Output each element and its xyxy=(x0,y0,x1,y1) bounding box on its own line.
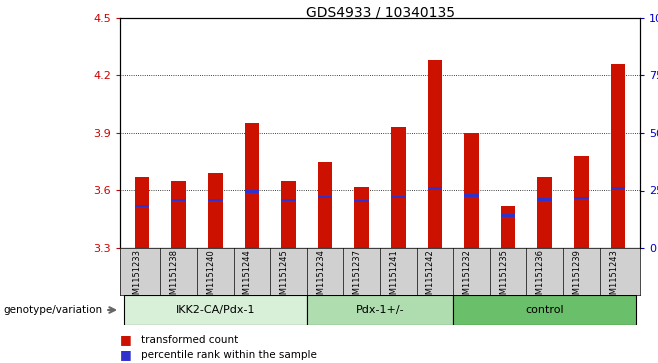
Text: GSM1151242: GSM1151242 xyxy=(426,249,435,305)
Bar xyxy=(318,196,332,199)
Bar xyxy=(538,198,552,201)
Bar xyxy=(124,295,307,325)
Bar xyxy=(318,162,332,248)
Bar xyxy=(307,295,453,325)
Bar xyxy=(355,200,369,202)
Bar xyxy=(428,187,442,190)
Bar xyxy=(391,196,405,199)
Bar xyxy=(465,133,479,248)
Text: GSM1151232: GSM1151232 xyxy=(463,249,472,305)
Bar xyxy=(501,206,515,248)
Text: GSM1151235: GSM1151235 xyxy=(499,249,508,305)
Text: percentile rank within the sample: percentile rank within the sample xyxy=(141,350,317,360)
Text: GSM1151238: GSM1151238 xyxy=(170,249,178,305)
Text: IKK2-CA/Pdx-1: IKK2-CA/Pdx-1 xyxy=(176,305,255,315)
Text: Pdx-1+/-: Pdx-1+/- xyxy=(356,305,404,315)
Text: GSM1151233: GSM1151233 xyxy=(133,249,142,305)
Text: GSM1151234: GSM1151234 xyxy=(316,249,325,305)
Text: GSM1151239: GSM1151239 xyxy=(572,249,582,305)
Bar xyxy=(538,177,552,248)
Text: GSM1151237: GSM1151237 xyxy=(353,249,362,305)
Bar xyxy=(281,199,296,201)
Text: ■: ■ xyxy=(120,348,132,362)
Text: genotype/variation: genotype/variation xyxy=(3,305,103,315)
Bar xyxy=(428,60,442,248)
Text: GSM1151236: GSM1151236 xyxy=(536,249,545,305)
Bar xyxy=(208,173,222,248)
Bar xyxy=(574,156,589,248)
Bar xyxy=(245,123,259,248)
Bar xyxy=(465,194,479,196)
Bar xyxy=(501,214,515,217)
Text: GSM1151245: GSM1151245 xyxy=(280,249,288,305)
Bar xyxy=(208,199,222,201)
Bar xyxy=(611,187,625,190)
Bar xyxy=(391,127,405,248)
Bar xyxy=(281,181,296,248)
Bar xyxy=(135,205,149,207)
Bar xyxy=(135,177,149,248)
Text: transformed count: transformed count xyxy=(141,335,238,345)
Bar xyxy=(611,64,625,248)
Bar xyxy=(453,295,636,325)
Bar xyxy=(355,187,369,248)
Text: GSM1151243: GSM1151243 xyxy=(609,249,618,305)
Bar xyxy=(574,196,589,199)
Text: control: control xyxy=(526,305,564,315)
Text: GSM1151241: GSM1151241 xyxy=(390,249,398,305)
Bar xyxy=(171,199,186,201)
Bar xyxy=(171,181,186,248)
Text: ■: ■ xyxy=(120,334,132,347)
Bar xyxy=(245,190,259,193)
Text: GSM1151240: GSM1151240 xyxy=(206,249,215,305)
Text: GSM1151244: GSM1151244 xyxy=(243,249,252,305)
Text: GDS4933 / 10340135: GDS4933 / 10340135 xyxy=(305,5,455,19)
